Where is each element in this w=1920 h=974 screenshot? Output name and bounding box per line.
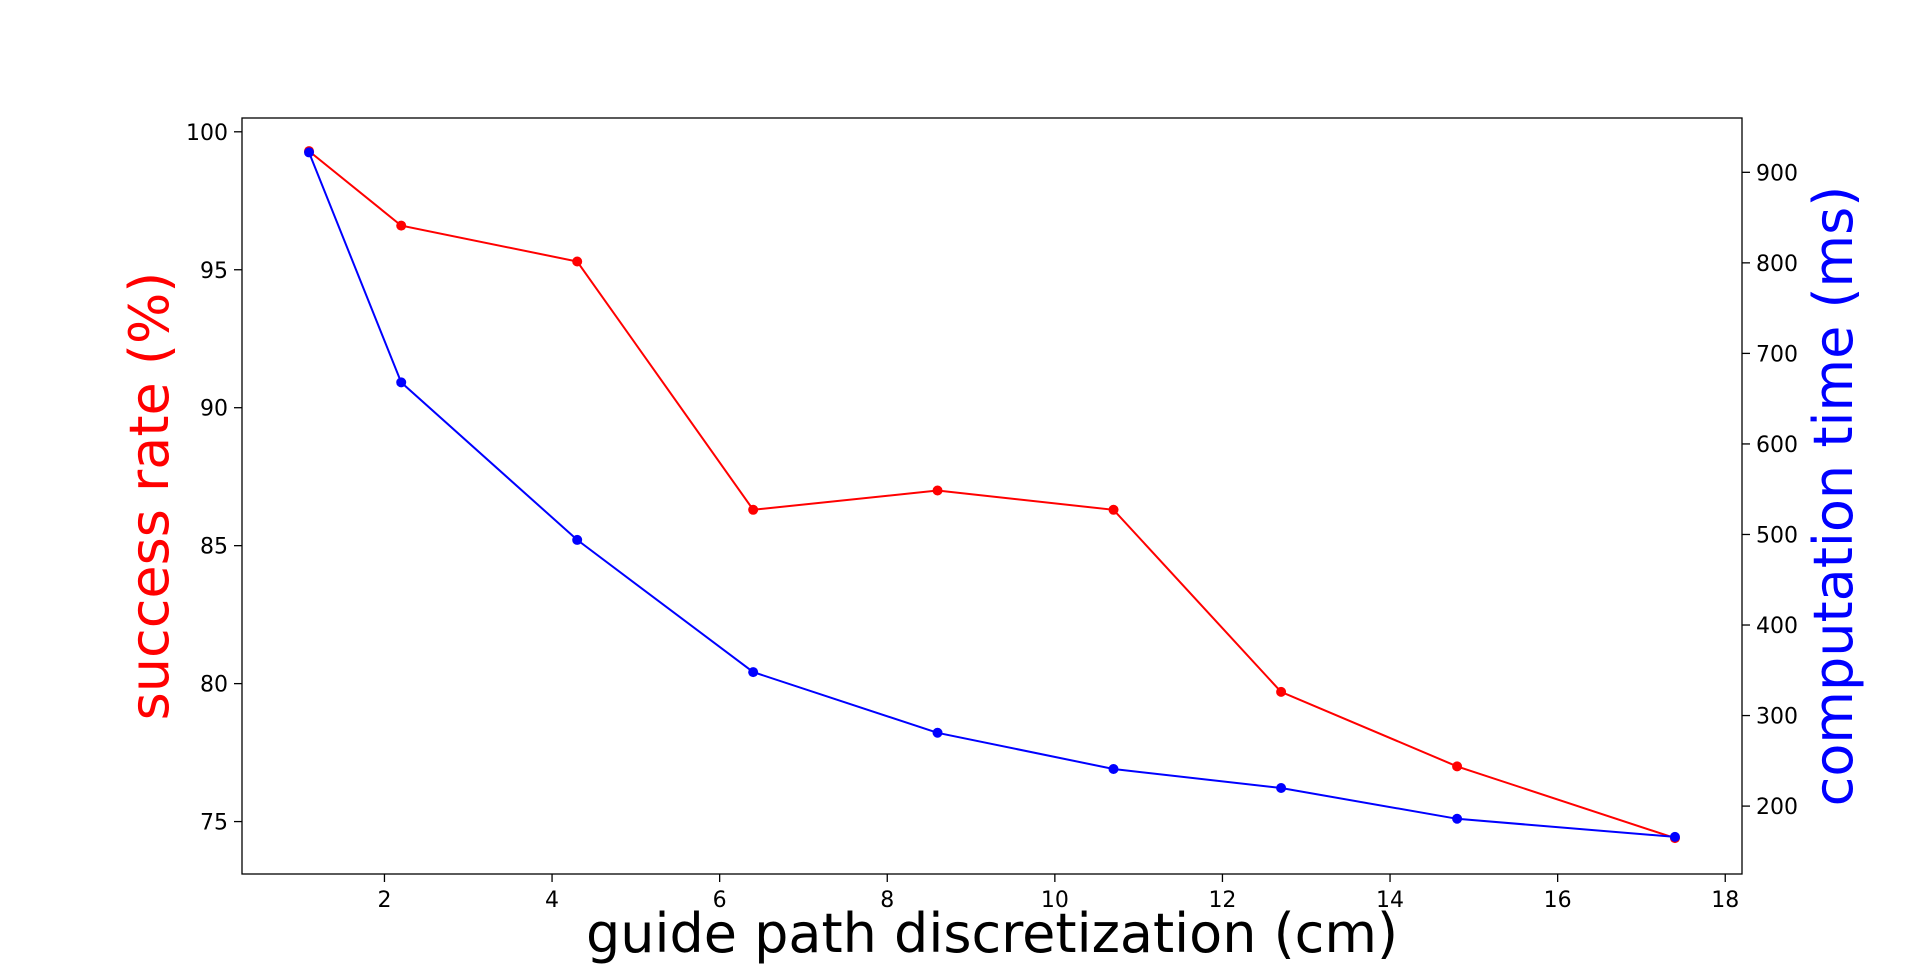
- plot-area: [241, 117, 1743, 875]
- x-tick-label: 8: [880, 888, 894, 913]
- success-rate-point: [932, 485, 943, 496]
- left-y-tick-label: 85: [200, 535, 228, 560]
- left-y-tick-label: 75: [200, 811, 228, 836]
- success-rate-point: [1276, 686, 1287, 697]
- left-y-tick-label: 80: [200, 673, 228, 698]
- right-y-tick-label: 200: [1756, 795, 1798, 820]
- x-tick-label: 16: [1544, 888, 1572, 913]
- success-rate-point: [1452, 761, 1463, 772]
- x-tick-label: 12: [1208, 888, 1236, 913]
- left-y-axis-title: success rate (%): [118, 272, 181, 721]
- computation-time-point: [304, 147, 315, 158]
- right-y-axis-ticks: 200 300 400 500 600 700 800 900: [1742, 161, 1798, 820]
- x-tick-label: 14: [1376, 888, 1404, 913]
- computation-time-point: [396, 377, 407, 388]
- success-rate-point: [396, 220, 407, 231]
- left-y-tick-label: 95: [200, 259, 228, 284]
- success-rate-line: [308, 150, 1676, 840]
- computation-time-point: [1108, 763, 1119, 774]
- left-y-tick-label: 100: [186, 121, 228, 146]
- x-tick-label: 2: [377, 888, 391, 913]
- x-axis-ticks: 2 4 6 8 10 12 14 16 18: [377, 874, 1739, 913]
- right-y-tick-label: 800: [1756, 252, 1798, 277]
- computation-time-point: [1276, 782, 1287, 793]
- success-rate-point: [1108, 504, 1119, 515]
- computation-time-point: [932, 727, 943, 738]
- left-y-axis-ticks: 75 80 85 90 95 100: [186, 121, 242, 836]
- computation-time-point: [748, 667, 759, 678]
- success-rate-point: [572, 256, 583, 267]
- right-y-tick-label: 400: [1756, 614, 1798, 639]
- right-y-tick-label: 900: [1756, 161, 1798, 186]
- x-tick-label: 6: [713, 888, 727, 913]
- right-y-tick-label: 700: [1756, 342, 1798, 367]
- x-axis-title: guide path discretization (cm): [586, 902, 1398, 965]
- computation-time-point: [572, 534, 583, 545]
- right-y-tick-label: 500: [1756, 523, 1798, 548]
- x-tick-label: 4: [545, 888, 559, 913]
- computation-time-point: [1452, 813, 1463, 824]
- right-y-tick-label: 300: [1756, 705, 1798, 730]
- right-y-tick-label: 600: [1756, 433, 1798, 458]
- computation-time-line: [308, 152, 1676, 838]
- series-layer: [304, 146, 1680, 844]
- x-tick-label: 10: [1041, 888, 1069, 913]
- success-rate-point: [748, 504, 759, 515]
- x-tick-label: 18: [1711, 888, 1739, 913]
- computation-time-point: [1669, 831, 1680, 842]
- right-y-axis-title: computation time (ms): [1802, 186, 1865, 807]
- left-y-tick-label: 90: [200, 397, 228, 422]
